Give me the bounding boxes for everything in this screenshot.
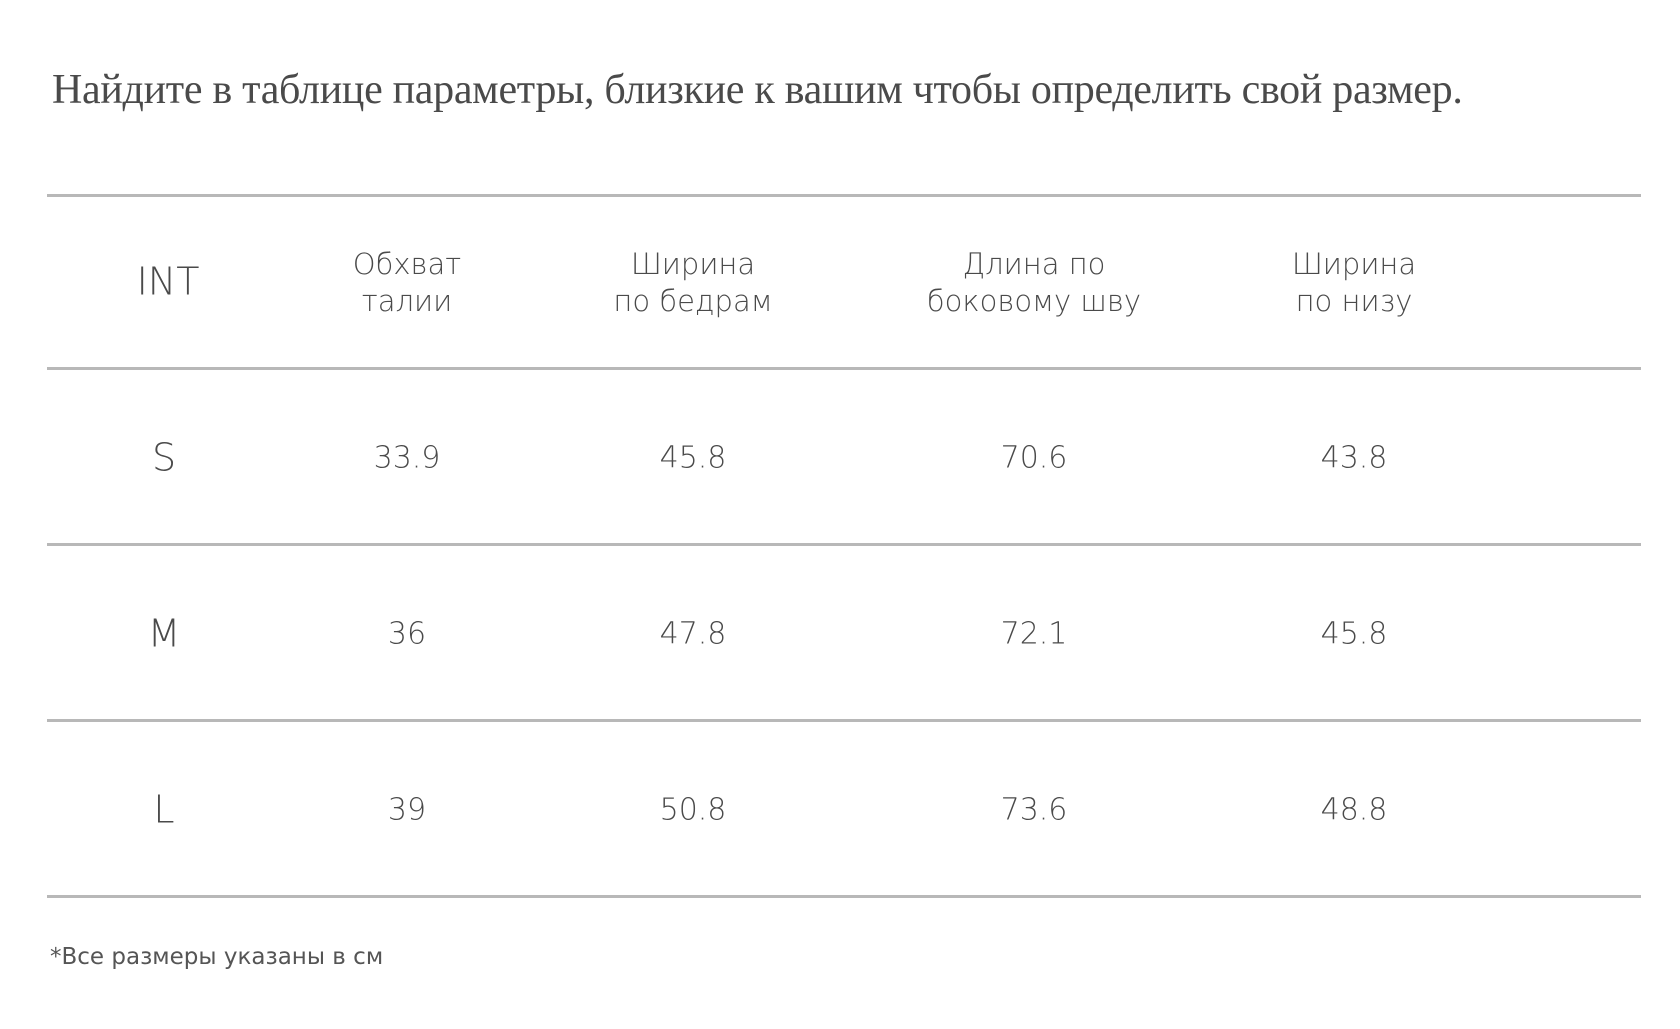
header-line: по низу [1295, 284, 1413, 318]
table-divider [47, 367, 1641, 370]
table-divider [47, 719, 1641, 722]
length-value: 70.6 [1000, 440, 1068, 476]
header-line: Ширина [1291, 247, 1417, 281]
hem-value: 43.8 [1320, 440, 1388, 476]
page-title: Найдите в таблице параметры, близкие к в… [52, 67, 1463, 113]
header-line: по бедрам [613, 284, 773, 318]
waist-value: 33.9 [373, 440, 441, 476]
waist-value: 39 [387, 792, 427, 828]
header-hem-width: Ширина по низу [1292, 246, 1416, 320]
hip-value: 50.8 [659, 792, 727, 828]
table-divider [47, 543, 1641, 546]
header-side-length: Длина по боковому шву [927, 246, 1141, 320]
header-line: боковому шву [926, 284, 1142, 318]
hip-value: 47.8 [659, 616, 727, 652]
length-value: 72.1 [1000, 616, 1068, 652]
size-label: S [151, 435, 177, 480]
header-line: талии [361, 284, 453, 318]
table-divider [47, 194, 1641, 197]
header-line: Ширина [630, 247, 756, 281]
header-waist: Обхват талии [353, 246, 461, 320]
hem-value: 48.8 [1320, 792, 1388, 828]
length-value: 73.6 [1000, 792, 1068, 828]
header-hip-width: Ширина по бедрам [613, 246, 772, 320]
hip-value: 45.8 [659, 440, 727, 476]
hem-value: 45.8 [1320, 616, 1388, 652]
size-label: M [147, 611, 181, 656]
size-label: L [153, 787, 175, 832]
table-divider [47, 895, 1641, 898]
footnote: *Все размеры указаны в см [50, 944, 384, 970]
header-int: INT [136, 259, 200, 304]
header-line: Обхват [352, 247, 462, 281]
waist-value: 36 [387, 616, 427, 652]
header-line: Длина по [962, 247, 1106, 281]
